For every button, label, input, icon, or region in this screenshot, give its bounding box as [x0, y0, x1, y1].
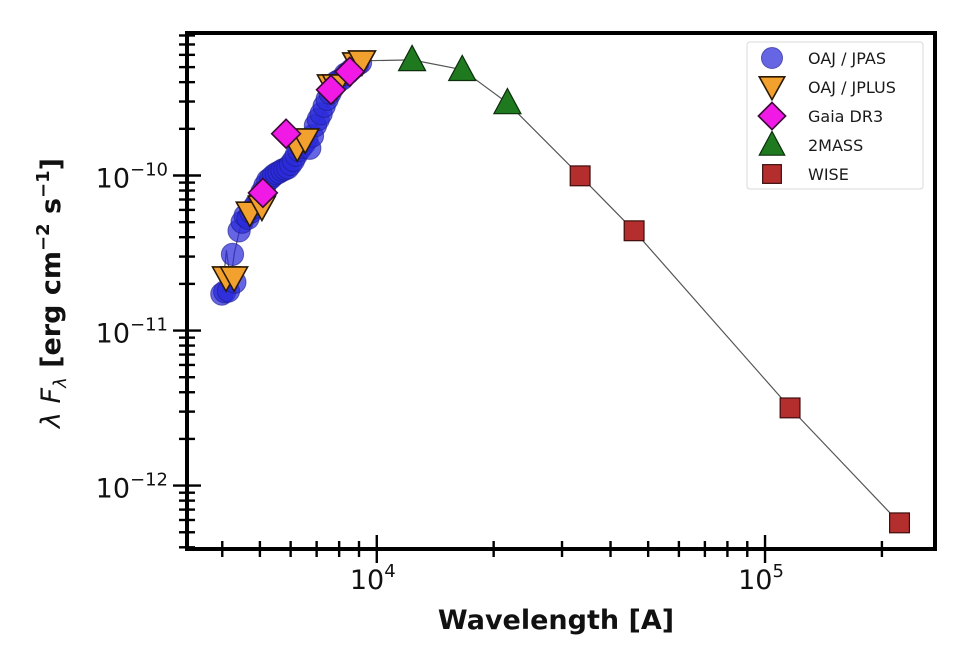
legend-label: Gaia DR3 [808, 107, 883, 126]
legend-marker-circle-icon [760, 46, 784, 70]
legend-item: 2MASS [758, 130, 863, 156]
legend-label: 2MASS [808, 136, 863, 155]
y-tick-label: 10−10 [96, 160, 168, 195]
data-point [623, 220, 645, 242]
legend-item: OAJ / JPAS [760, 46, 886, 70]
svg-text:λ Fλ [erg cm−2 s−1]: λ Fλ [erg cm−2 s−1] [33, 158, 71, 430]
axes-layer: 104 105 10−10 10−11 10−12 [96, 31, 937, 596]
y-axis-title-units-2: s [36, 198, 67, 223]
legend-frame [746, 41, 924, 190]
legend-marker-square-icon [762, 164, 782, 184]
data-point [334, 56, 366, 88]
data-point [219, 266, 249, 293]
data-point [569, 165, 591, 187]
y-axis-title-units-exp1: −2 [33, 223, 54, 251]
data-point [270, 118, 302, 150]
y-axis-title-units-exp2: −1 [33, 170, 54, 198]
legend-label: OAJ / JPLUS [808, 78, 896, 97]
legend-item: OAJ / JPLUS [757, 76, 896, 102]
data-point [397, 44, 427, 72]
y-axis-title-units-3: ] [36, 158, 67, 170]
y-axis-title-units-1: [erg cm [36, 251, 67, 368]
data-point [220, 242, 245, 267]
legend-item: WISE [762, 164, 849, 184]
x-tick-label: 105 [738, 561, 784, 596]
series-layer [210, 44, 911, 534]
x-axis-title: Wavelength [A] [438, 605, 674, 636]
legend-item: Gaia DR3 [757, 101, 883, 131]
data-point [247, 177, 279, 209]
legend-label: OAJ / JPAS [808, 49, 886, 68]
data-point [492, 87, 522, 115]
y-axis-title-prefix: λ F [36, 387, 67, 430]
y-axis-title-subscript: λ [50, 377, 71, 389]
data-point [315, 74, 347, 106]
y-tick-label: 10−12 [96, 470, 168, 505]
legend-label: WISE [808, 165, 849, 184]
y-axis-title: λ Fλ [erg cm−2 s−1] [33, 158, 71, 430]
series-wise [569, 165, 911, 534]
legend: OAJ / JPAS OAJ / JPLUS Gaia DR3 2MASS WISE [746, 41, 924, 190]
data-point [447, 54, 477, 82]
series-2mass [397, 44, 522, 115]
y-tick-label: 10−11 [96, 315, 168, 350]
legend-marker-triangle-up-icon [758, 130, 786, 156]
series-gaia-dr3 [247, 56, 366, 209]
data-point [889, 512, 911, 534]
data-point [779, 397, 801, 419]
x-tick-label: 104 [350, 561, 396, 596]
legend-marker-triangle-down-icon [757, 76, 787, 102]
legend-marker-diamond-icon [757, 101, 787, 131]
